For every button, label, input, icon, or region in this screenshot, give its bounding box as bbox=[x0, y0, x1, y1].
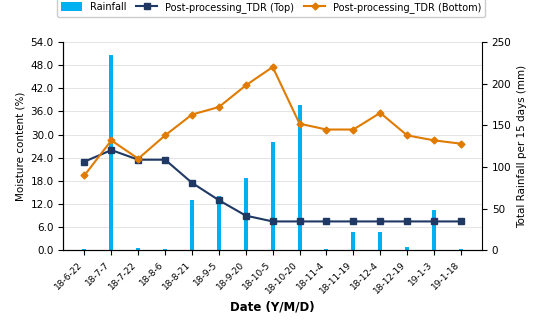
Bar bbox=[82, 249, 87, 250]
Post-processing_TDR (Top) bbox=[457, 219, 464, 223]
Bar bbox=[109, 55, 113, 250]
Post-processing_TDR (Top) bbox=[81, 160, 88, 164]
Bar bbox=[298, 105, 301, 250]
Post-processing_TDR (Bottom) bbox=[269, 65, 276, 69]
Post-processing_TDR (Top) bbox=[216, 198, 222, 202]
Line: Post-processing_TDR (Bottom): Post-processing_TDR (Bottom) bbox=[82, 64, 463, 178]
Bar bbox=[136, 248, 140, 250]
Bar bbox=[244, 178, 248, 250]
Post-processing_TDR (Bottom) bbox=[296, 122, 303, 126]
Y-axis label: Moisture content (%): Moisture content (%) bbox=[15, 91, 25, 201]
Post-processing_TDR (Top) bbox=[323, 219, 330, 223]
Bar bbox=[217, 196, 221, 250]
Post-processing_TDR (Bottom) bbox=[162, 133, 169, 137]
Post-processing_TDR (Bottom) bbox=[431, 139, 437, 142]
Bar bbox=[351, 232, 356, 250]
Post-processing_TDR (Bottom) bbox=[189, 113, 195, 116]
Bar bbox=[163, 249, 167, 250]
X-axis label: Date (Y/M/D): Date (Y/M/D) bbox=[230, 301, 315, 314]
Post-processing_TDR (Top) bbox=[431, 219, 437, 223]
Post-processing_TDR (Top) bbox=[404, 219, 410, 223]
Post-processing_TDR (Top) bbox=[377, 219, 384, 223]
Bar bbox=[270, 142, 275, 250]
Bar bbox=[459, 249, 463, 250]
Post-processing_TDR (Bottom) bbox=[377, 111, 384, 115]
Post-processing_TDR (Top) bbox=[108, 148, 114, 152]
Y-axis label: Total Rainfall per 15 days (mm): Total Rainfall per 15 days (mm) bbox=[517, 64, 527, 228]
Line: Post-processing_TDR (Top): Post-processing_TDR (Top) bbox=[81, 147, 464, 225]
Post-processing_TDR (Top) bbox=[135, 158, 141, 162]
Post-processing_TDR (Bottom) bbox=[404, 133, 410, 137]
Post-processing_TDR (Top) bbox=[242, 214, 249, 217]
Post-processing_TDR (Bottom) bbox=[135, 157, 141, 161]
Post-processing_TDR (Top) bbox=[189, 181, 195, 185]
Bar bbox=[432, 210, 436, 250]
Post-processing_TDR (Bottom) bbox=[457, 142, 464, 146]
Post-processing_TDR (Top) bbox=[296, 219, 303, 223]
Post-processing_TDR (Top) bbox=[162, 158, 169, 162]
Post-processing_TDR (Bottom) bbox=[323, 128, 330, 132]
Legend: Rainfall, Post-processing_TDR (Top), Post-processing_TDR (Bottom): Rainfall, Post-processing_TDR (Top), Pos… bbox=[57, 0, 485, 17]
Bar bbox=[325, 249, 328, 250]
Post-processing_TDR (Bottom) bbox=[216, 105, 222, 109]
Bar bbox=[405, 247, 409, 250]
Post-processing_TDR (Bottom) bbox=[350, 128, 357, 132]
Post-processing_TDR (Bottom) bbox=[81, 173, 88, 177]
Bar bbox=[378, 232, 382, 250]
Post-processing_TDR (Top) bbox=[350, 219, 357, 223]
Post-processing_TDR (Top) bbox=[269, 219, 276, 223]
Bar bbox=[190, 200, 194, 250]
Post-processing_TDR (Bottom) bbox=[108, 139, 114, 142]
Post-processing_TDR (Bottom) bbox=[242, 83, 249, 87]
